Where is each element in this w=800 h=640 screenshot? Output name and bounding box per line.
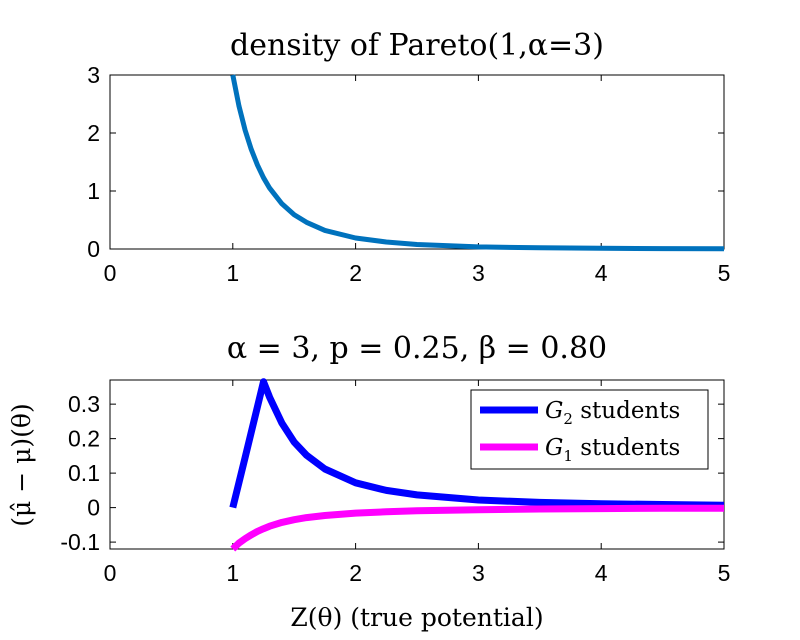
series-line-pareto-density — [230, 74, 725, 252]
legend-box — [470, 389, 709, 470]
y-tick-label: 3 — [87, 62, 100, 88]
series-layer — [229, 378, 725, 552]
x-tick-label: 0 — [104, 560, 117, 586]
x-tick-label: 5 — [718, 560, 731, 586]
axes-box — [109, 74, 725, 250]
y-tick-label: 0 — [87, 495, 100, 521]
legend-text: students — [573, 435, 680, 461]
series-layer — [230, 74, 725, 252]
y-tick-label: 0.2 — [68, 426, 100, 452]
series-line-g2-students — [229, 378, 725, 509]
x-tick-label: 2 — [349, 260, 362, 286]
y-tick-label: 0.1 — [68, 460, 100, 486]
legend-subscript: 1 — [563, 447, 573, 465]
x-tick-label: 4 — [595, 260, 608, 286]
x-tick-label: 4 — [595, 560, 608, 586]
x-tick-label: 1 — [226, 260, 239, 286]
x-axis-ticks: 0 1 2 3 4 5 — [104, 380, 731, 586]
y-axis-ticks: -0.1 0 0.1 0.2 0.3 — [60, 391, 724, 555]
series-line-g1-students — [230, 504, 724, 552]
y-tick-label: -0.1 — [60, 529, 100, 555]
x-tick-label: 2 — [349, 560, 362, 586]
legend-text: students — [573, 398, 680, 424]
y-tick-label: 0.3 — [68, 391, 100, 417]
legend-symbol: G — [545, 435, 563, 461]
axes-box — [109, 379, 725, 550]
y-axis-ticks: 0 1 2 3 — [87, 62, 724, 262]
x-tick-label: 5 — [718, 260, 731, 286]
x-tick-label: 1 — [226, 560, 239, 586]
legend: G2 students G1 students — [470, 389, 709, 470]
x-tick-label: 3 — [472, 260, 485, 286]
y-tick-label: 0 — [87, 236, 100, 262]
y-axis-label: (μ̂ − μ)(θ) — [7, 403, 36, 526]
x-tick-label: 3 — [472, 560, 485, 586]
chart-title: density of Pareto(1,α=3) — [230, 28, 604, 63]
y-tick-label: 1 — [87, 178, 100, 204]
pareto-density-chart: density of Pareto(1,α=3) 0 1 2 3 4 5 0 1 2 3 — [87, 28, 730, 286]
x-tick-label: 0 — [104, 260, 117, 286]
legend-entry-g1: G1 students — [545, 435, 680, 465]
y-tick-label: 2 — [87, 120, 100, 146]
legend-subscript: 2 — [563, 410, 573, 428]
chart-title: α = 3, p = 0.25, β = 0.80 — [227, 331, 607, 366]
legend-symbol: G — [545, 398, 563, 424]
legend-entry-g2: G2 students — [545, 398, 680, 428]
x-axis-label: Z(θ) (true potential) — [290, 603, 543, 632]
